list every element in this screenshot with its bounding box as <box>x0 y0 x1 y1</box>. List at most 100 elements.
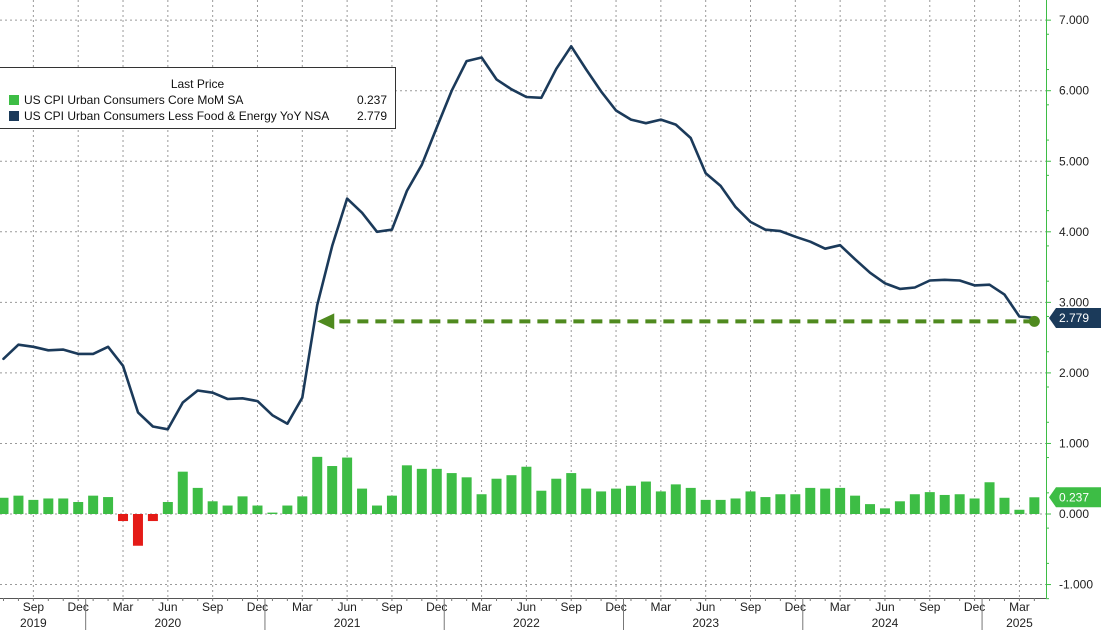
bar <box>536 490 547 514</box>
bar <box>924 492 935 514</box>
bar <box>820 488 831 514</box>
bar <box>581 488 592 514</box>
bar <box>372 505 382 514</box>
x-tick-label: Jun <box>337 600 356 614</box>
bar <box>745 491 756 514</box>
bar <box>13 495 24 514</box>
x-tick-label: Dec <box>785 600 806 614</box>
bar <box>551 478 562 514</box>
bar <box>805 487 816 514</box>
bar <box>894 501 905 514</box>
x-tick-label: Dec <box>68 600 89 614</box>
line-series-core-yoy <box>2 44 1036 431</box>
bar <box>491 478 502 514</box>
bar <box>835 487 846 514</box>
bar <box>386 495 397 514</box>
bar <box>88 495 99 514</box>
y-axis: -1.000 0.000 1.000 2.000 3.000 4.000 5.000 6.00… <box>1046 0 1093 600</box>
bar <box>327 466 338 514</box>
x-year-label: 2022 <box>513 616 540 630</box>
arrow-tail-dot <box>1028 315 1040 327</box>
x-axis: Sep Dec Mar Jun Sep Dec Mar Jun Sep Dec Mar Jun Sep D… <box>0 598 1046 630</box>
arrow-head <box>317 313 335 330</box>
x-tick-label: Jun <box>158 600 177 614</box>
bar <box>357 488 368 514</box>
value-tag: 2.779 <box>1049 307 1101 328</box>
bar <box>58 498 69 514</box>
bar <box>640 481 651 514</box>
bar <box>984 482 995 514</box>
bar <box>1014 509 1025 514</box>
x-tick-label: Dec <box>247 600 268 614</box>
x-year-label: 2021 <box>334 616 361 630</box>
bar <box>177 471 188 514</box>
x-tick-label: Mar <box>113 600 134 614</box>
value-tag-label: 2.779 <box>1059 311 1089 325</box>
bar <box>760 497 771 514</box>
x-tick-label: Dec <box>426 600 447 614</box>
y-tick-label: 4.000 <box>1059 225 1089 239</box>
bar <box>207 501 218 514</box>
bar-series-core-mom <box>0 456 1040 546</box>
bar <box>685 487 696 514</box>
bar <box>939 494 950 514</box>
bar <box>566 473 577 514</box>
x-tick-label: Sep <box>23 600 45 614</box>
legend-value-core-yoy: 2.779 <box>356 109 387 123</box>
bar <box>297 496 308 514</box>
x-year-label: 2025 <box>1006 616 1033 630</box>
x-tick-label: Sep <box>740 600 762 614</box>
bar <box>147 514 158 522</box>
value-tag: 0.237 <box>1049 487 1101 508</box>
bar <box>625 485 636 514</box>
bar <box>730 498 741 514</box>
bar <box>850 495 861 514</box>
y-tick-label: 6.000 <box>1059 84 1089 98</box>
x-year-label: 2020 <box>154 616 181 630</box>
bar <box>596 491 607 514</box>
bar <box>73 502 84 514</box>
legend-entry-core-yoy: US CPI Urban Consumers Less Food & Energ… <box>0 108 395 124</box>
x-tick-label: Mar <box>651 600 672 614</box>
bar <box>267 512 278 514</box>
bar <box>1029 497 1040 514</box>
bar <box>237 496 248 514</box>
bar <box>0 497 9 514</box>
legend-label-core-mom: US CPI Urban Consumers Core MoM SA <box>24 93 244 107</box>
bar <box>670 484 681 514</box>
bar <box>879 508 890 514</box>
bar <box>611 488 622 514</box>
bar <box>222 505 233 514</box>
y-tick-label: 3.000 <box>1059 295 1089 309</box>
x-tick-label: Mar <box>471 600 492 614</box>
bar <box>865 504 876 514</box>
bar <box>132 514 143 546</box>
y-tick-label: 7.000 <box>1059 13 1089 27</box>
x-tick-label: Jun <box>517 600 536 614</box>
y-tick-label: -1.000 <box>1059 578 1093 592</box>
x-tick-label: Dec <box>964 600 985 614</box>
bar <box>506 475 517 514</box>
bar <box>954 494 965 514</box>
annotation-dashed-arrow <box>317 313 1040 330</box>
x-year-label: 2024 <box>872 616 899 630</box>
x-tick-label: Sep <box>919 600 941 614</box>
bar <box>162 502 173 514</box>
bar <box>401 465 412 514</box>
bar <box>790 494 801 514</box>
bar <box>312 456 323 514</box>
y-tick-label: 2.000 <box>1059 366 1089 380</box>
bar <box>476 494 487 514</box>
value-tag-shape <box>1049 307 1101 328</box>
y-tick-label: 5.000 <box>1059 154 1089 168</box>
bar <box>118 514 129 522</box>
bar <box>252 505 263 514</box>
legend-value-core-mom: 0.237 <box>356 93 387 107</box>
legend-swatch-core-mom <box>9 95 19 105</box>
bar <box>655 491 666 514</box>
bar <box>103 497 114 514</box>
x-tick-label: Mar <box>1009 600 1030 614</box>
bar <box>282 505 293 514</box>
